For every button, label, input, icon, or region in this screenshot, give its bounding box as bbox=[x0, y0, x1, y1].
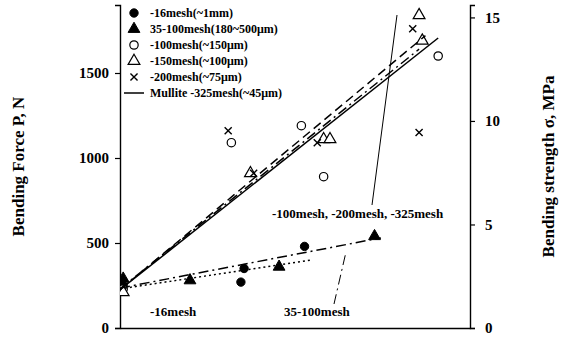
y2-axis-line bbox=[471, 6, 476, 329]
y-axis-tick-label: 1000 bbox=[79, 150, 109, 166]
y2-axis-tick: 5 bbox=[470, 217, 493, 233]
y2-axis: 0 5 10 15 bbox=[470, 6, 500, 337]
y2-axis-tick-label: 15 bbox=[485, 10, 500, 26]
data-point bbox=[221, 124, 235, 138]
data-point bbox=[434, 52, 442, 60]
y-axis-tick: 1000 bbox=[79, 150, 120, 166]
data-point bbox=[412, 125, 426, 139]
data-point bbox=[406, 22, 420, 36]
legend-label: 35-100mesh(180~500μm) bbox=[150, 22, 278, 36]
legend-swatch bbox=[124, 92, 144, 94]
y-axis-tick-mark bbox=[115, 158, 120, 159]
y2-axis-tick-mark bbox=[470, 121, 475, 122]
series-line bbox=[120, 38, 438, 290]
y2-axis-tick-mark bbox=[470, 328, 475, 329]
y2-axis-tick-mark bbox=[470, 17, 475, 18]
plot-area bbox=[120, 8, 442, 295]
legend-label: -100mesh(~150μm) bbox=[150, 38, 248, 52]
y-axis-tick-mark bbox=[115, 73, 120, 74]
y-axis-tick-mark bbox=[115, 328, 120, 329]
data-point bbox=[297, 122, 305, 130]
series-line bbox=[120, 238, 381, 288]
y2-axis-tick-mark bbox=[470, 224, 475, 225]
legend-label: -16mesh(~1mm) bbox=[150, 6, 233, 20]
y2-axis-tick-label: 5 bbox=[485, 217, 493, 233]
series-line bbox=[120, 36, 425, 290]
data-point bbox=[324, 133, 336, 143]
legend: -16mesh(~1mm) 35-100mesh(180~500μm) -100me… bbox=[124, 6, 282, 100]
data-point bbox=[319, 173, 327, 181]
y-axis-tick: 1500 bbox=[79, 65, 120, 81]
x-axis-line bbox=[121, 328, 471, 329]
annotation: -100mesh, -200mesh, -325mesh bbox=[272, 206, 444, 221]
data-point bbox=[240, 264, 248, 272]
chart: 0 500 1000 1500 0 5 10 15 Bending Force P, N Bend… bbox=[0, 0, 570, 342]
legend-swatch bbox=[128, 54, 140, 64]
legend-swatch bbox=[130, 9, 138, 17]
data-point bbox=[413, 8, 425, 18]
legend-swatch bbox=[127, 70, 141, 84]
data-point bbox=[237, 278, 245, 286]
y2-axis-tick: 15 bbox=[470, 10, 500, 26]
y2-axis-tick-label: 0 bbox=[485, 320, 493, 336]
y-axis-title: Bending Force P, N bbox=[9, 96, 28, 237]
legend-swatch bbox=[128, 22, 140, 32]
annotation: 35-100mesh bbox=[284, 304, 350, 319]
annotation: -16mesh bbox=[150, 304, 197, 319]
y-axis-tick-label: 1500 bbox=[79, 65, 109, 81]
data-point bbox=[227, 139, 235, 147]
y2-axis-tick: 10 bbox=[470, 113, 500, 129]
y2-axis-tick-label: 10 bbox=[485, 113, 500, 129]
annotation-leader bbox=[334, 252, 346, 304]
y-axis-tick-label: 500 bbox=[87, 235, 110, 251]
y-axis-tick: 500 bbox=[87, 235, 121, 251]
x-axis bbox=[121, 328, 471, 329]
data-point bbox=[300, 242, 308, 250]
annotation-leader bbox=[372, 15, 397, 205]
series-line bbox=[120, 260, 311, 289]
y-axis-tick: 0 bbox=[102, 320, 121, 336]
legend-label: -200mesh(~75μm) bbox=[150, 70, 242, 84]
y-axis-line bbox=[115, 6, 121, 329]
y2-axis-title: Bending strength σ, MPa bbox=[539, 75, 558, 257]
legend-label: -150mesh(~100μm) bbox=[150, 54, 248, 68]
y2-axis-tick: 0 bbox=[470, 320, 493, 336]
series-line bbox=[120, 49, 419, 289]
y-axis-tick-label: 0 bbox=[102, 320, 110, 336]
y-axis: 0 500 1000 1500 bbox=[79, 6, 121, 337]
legend-label: Mullite -325mesh(~45μm) bbox=[150, 86, 282, 100]
legend-swatch bbox=[130, 41, 138, 49]
y-axis-tick-mark bbox=[115, 243, 120, 244]
